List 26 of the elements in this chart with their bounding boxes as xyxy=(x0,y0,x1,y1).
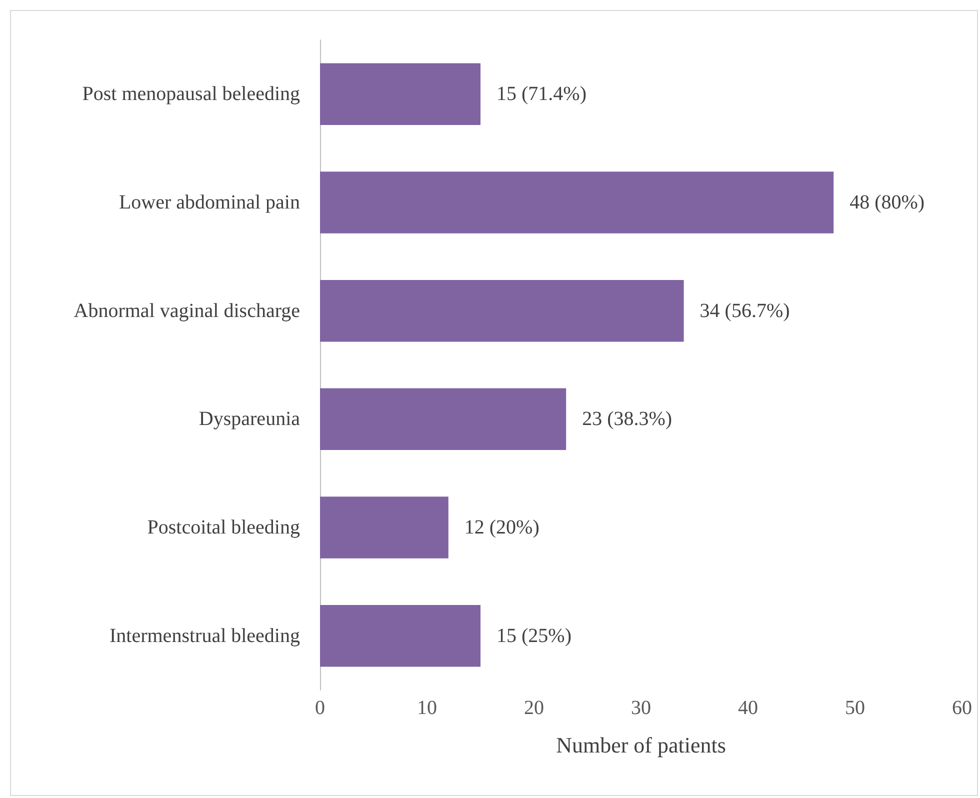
y-tick-label: Abnormal vaginal discharge xyxy=(74,300,300,322)
data-label: 12 (20%) xyxy=(464,516,540,538)
y-tick-label: Post menopausal beleeding xyxy=(82,83,300,106)
x-tick-label: 0 xyxy=(315,697,325,719)
x-tick-label: 40 xyxy=(738,697,758,719)
bar xyxy=(320,63,480,126)
data-label: 23 (38.3%) xyxy=(582,408,672,430)
data-label: 34 (56.7%) xyxy=(700,300,790,322)
y-tick-label: Dyspareunia xyxy=(198,408,300,430)
x-tick-label: 20 xyxy=(524,697,544,719)
data-label: 15 (25%) xyxy=(496,624,572,647)
bar xyxy=(320,280,684,342)
x-tick-label: 10 xyxy=(417,697,437,719)
data-label: 15 (71.4%) xyxy=(496,83,586,106)
x-tick-label: 60 xyxy=(952,697,972,719)
x-tick-label: 50 xyxy=(845,697,865,719)
y-tick-label: Intermenstrual bleeding xyxy=(110,624,300,647)
bar xyxy=(320,388,566,450)
bar xyxy=(320,604,480,667)
x-tick-label: 30 xyxy=(631,697,651,719)
y-tick-label: Postcoital bleeding xyxy=(147,516,300,538)
x-axis-title: Number of patients xyxy=(556,732,726,758)
bar xyxy=(320,172,834,234)
y-tick-label: Lower abdominal pain xyxy=(118,192,300,214)
bar xyxy=(320,496,448,558)
data-label: 48 (80%) xyxy=(850,192,925,214)
